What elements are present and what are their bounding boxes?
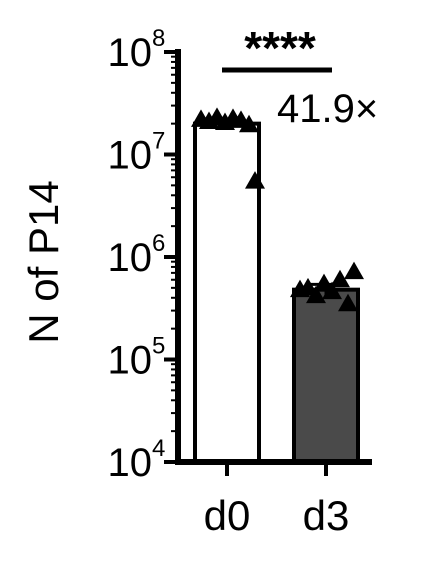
y-tick-exponent: 7 [152,128,165,155]
y-tick-label: 10 [108,134,153,178]
significance-stars: **** [244,22,316,74]
y-tick-exponent: 4 [152,435,165,462]
bar-d0 [193,121,261,464]
data-point [314,273,334,292]
y-axis-label: N of P14 [20,180,67,343]
data-point [330,269,350,288]
data-point [322,281,342,300]
y-tick-label: 10 [108,31,153,75]
y-tick-exponent: 5 [152,333,165,360]
data-point [344,261,364,280]
y-tick-exponent: 6 [152,230,165,257]
data-point [239,114,259,133]
bar-d3 [292,287,360,464]
x-tick-label: d3 [303,492,350,539]
x-tick-label: d0 [204,492,251,539]
y-tick-exponent: 8 [152,25,165,52]
y-tick-label: 10 [108,441,153,485]
y-tick-label: 10 [108,339,153,383]
y-tick-label: 10 [108,236,153,280]
x-axis-categories: d0 d3 [204,462,350,539]
data-point [338,293,358,312]
data-point [306,285,326,304]
data-point [245,171,265,189]
data-points [191,107,364,312]
fold-change-label: 41.9× [277,87,378,131]
